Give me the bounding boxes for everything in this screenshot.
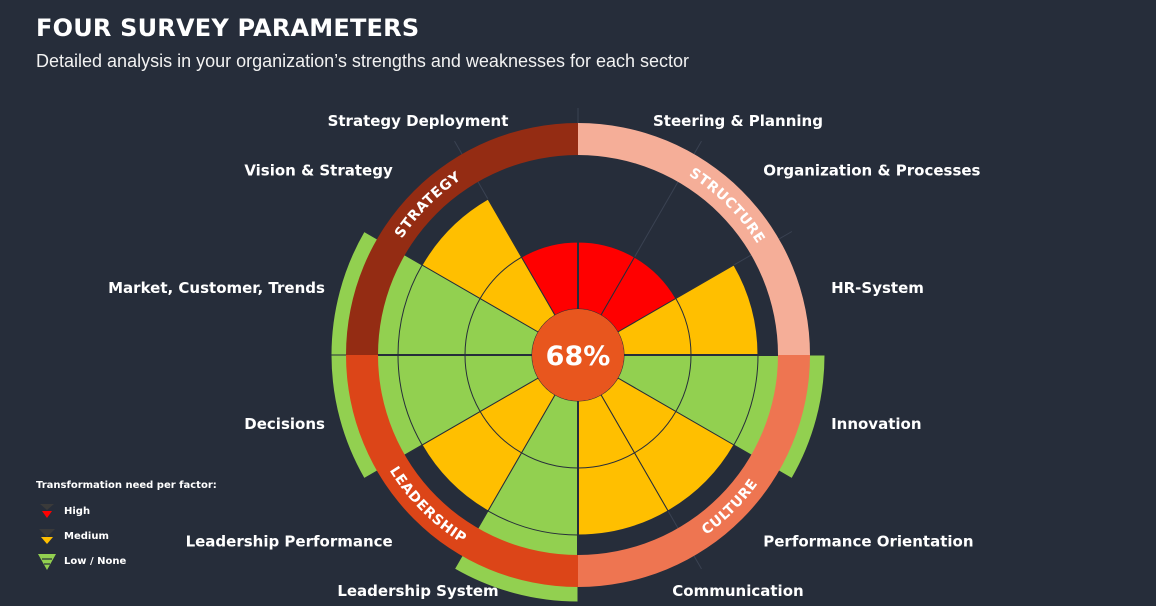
level-arc: [487, 510, 579, 536]
sector-ring-leadership: [346, 355, 578, 587]
legend-title: Transformation need per factor:: [36, 480, 217, 491]
level-arc: [675, 298, 692, 356]
medium-marker-icon: [39, 528, 55, 544]
factor-label: HR-System: [831, 279, 924, 297]
legend-item-medium: Medium: [36, 524, 217, 549]
factor-label: Performance Orientation: [763, 532, 973, 550]
level-arc: [733, 354, 759, 446]
legend-label: Low / None: [64, 556, 127, 567]
factor-label: Vision & Strategy: [244, 162, 393, 180]
factor-label: Strategy Deployment: [328, 112, 509, 130]
level-arc: [464, 354, 481, 412]
high-marker-icon: [40, 503, 54, 518]
level-arc: [464, 298, 481, 356]
level-arc: [521, 452, 579, 469]
factor-label: Leadership Performance: [186, 532, 393, 550]
sector-ring-culture: [578, 355, 810, 587]
factor-label: Leadership System: [337, 582, 498, 600]
level-arc: [675, 354, 692, 412]
legend-item-low: Low / None: [36, 549, 217, 574]
factor-label: Market, Customer, Trends: [108, 279, 325, 297]
legend-label: High: [64, 506, 91, 517]
legend: Transformation need per factor: High Med…: [36, 480, 217, 574]
sector-ring-strategy: [346, 123, 578, 355]
factor-label: Innovation: [831, 415, 921, 433]
level-arc: [634, 411, 677, 454]
page-subtitle: Detailed analysis in your organization’s…: [36, 51, 690, 71]
legend-item-high: High: [36, 499, 217, 524]
legend-label: Medium: [64, 531, 109, 542]
level-arc: [577, 452, 635, 469]
page-title: FOUR SURVEY PARAMETERS: [36, 14, 420, 42]
factor-label: Communication: [672, 582, 803, 600]
center-circle: [532, 309, 624, 401]
level-arc: [479, 411, 522, 454]
center-value: 68%: [546, 341, 611, 372]
level-arc: [397, 354, 423, 446]
sector-ring-structure: [578, 123, 810, 355]
factor-label: Steering & Planning: [653, 112, 823, 130]
factor-label: Decisions: [244, 415, 325, 433]
low-marker-icon: [38, 553, 56, 570]
factor-label: Organization & Processes: [763, 162, 980, 180]
level-arc: [479, 256, 522, 299]
level-arc: [397, 264, 423, 356]
